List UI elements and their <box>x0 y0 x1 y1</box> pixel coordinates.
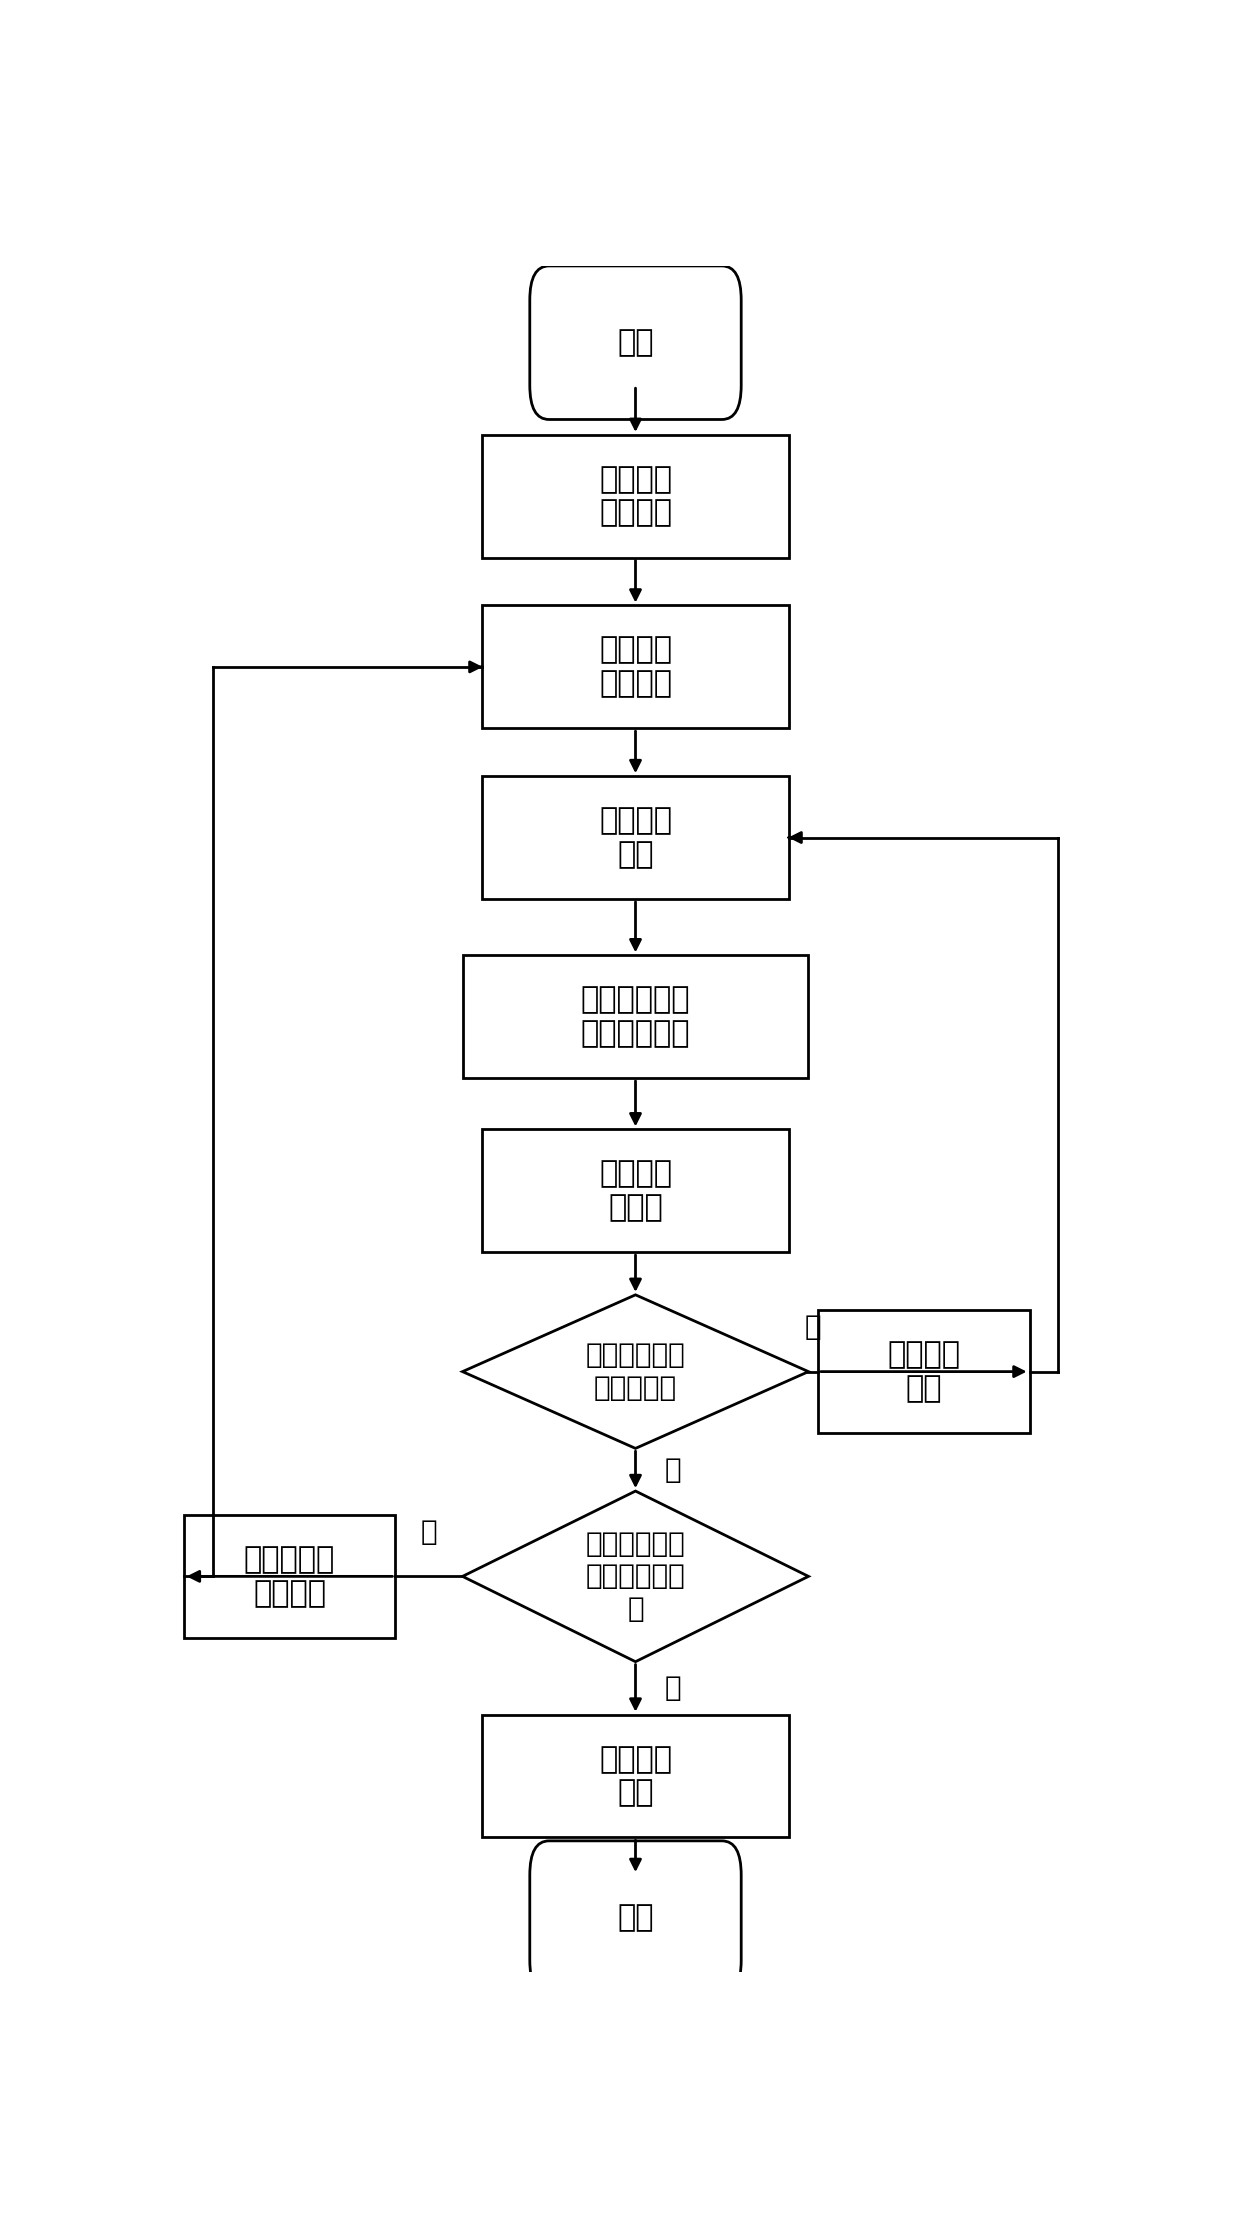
Text: 更新网络
参数: 更新网络 参数 <box>888 1341 960 1403</box>
FancyBboxPatch shape <box>481 1715 789 1837</box>
Text: 保存网络
参数: 保存网络 参数 <box>599 1744 672 1808</box>
Text: 深度神经网络
输出控制命令: 深度神经网络 输出控制命令 <box>580 986 691 1048</box>
Polygon shape <box>463 1294 808 1449</box>
Text: 随机设定
目标位置: 随机设定 目标位置 <box>599 636 672 698</box>
Text: 机器人执行是
否满足要求: 机器人执行是 否满足要求 <box>585 1341 686 1403</box>
Text: 是: 是 <box>665 1456 681 1485</box>
FancyBboxPatch shape <box>481 605 789 729</box>
Polygon shape <box>463 1491 808 1662</box>
Text: 开始: 开始 <box>618 328 653 357</box>
Text: 完成: 完成 <box>618 1904 653 1932</box>
Text: 机器人执
行动作: 机器人执 行动作 <box>599 1159 672 1221</box>
Text: 采集图像
信息: 采集图像 信息 <box>599 807 672 869</box>
FancyBboxPatch shape <box>529 1841 742 1994</box>
Text: 搭建深度
神经网络: 搭建深度 神经网络 <box>599 465 672 527</box>
Text: 目标位置计数
器是否满足要
求: 目标位置计数 器是否满足要 求 <box>585 1529 686 1622</box>
Text: 否: 否 <box>420 1518 438 1547</box>
FancyBboxPatch shape <box>481 776 789 900</box>
FancyBboxPatch shape <box>529 266 742 419</box>
Text: 是: 是 <box>665 1673 681 1702</box>
FancyBboxPatch shape <box>463 955 808 1079</box>
FancyBboxPatch shape <box>481 434 789 558</box>
FancyBboxPatch shape <box>481 1130 789 1252</box>
Text: 否: 否 <box>805 1312 822 1341</box>
FancyBboxPatch shape <box>184 1516 396 1638</box>
FancyBboxPatch shape <box>818 1310 1029 1434</box>
Text: 更新目标位
置计数器: 更新目标位 置计数器 <box>244 1545 335 1607</box>
